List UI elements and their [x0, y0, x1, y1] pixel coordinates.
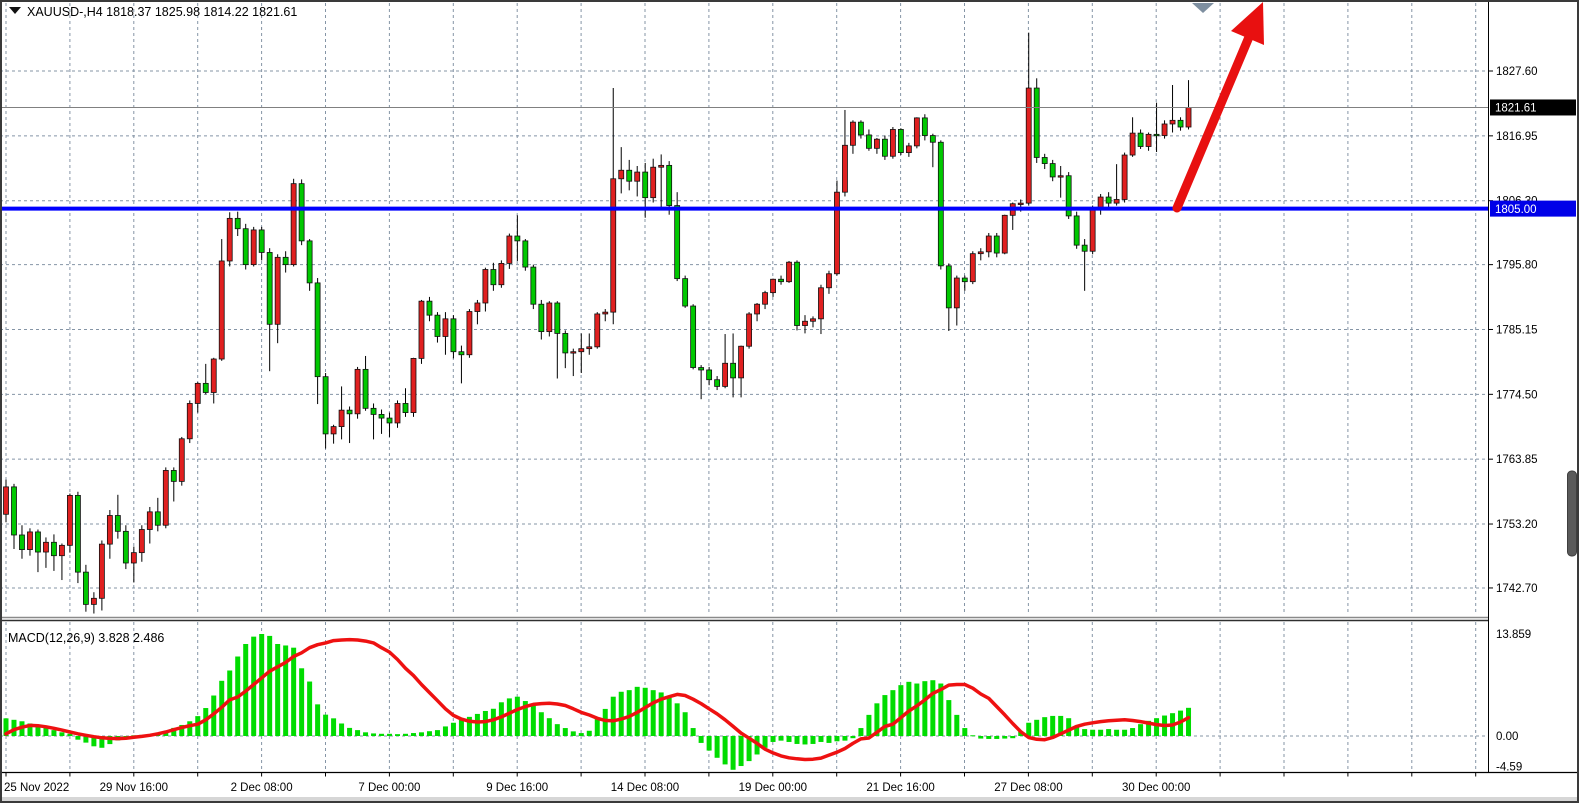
macd-tick-label: -4.59 — [1496, 762, 1522, 774]
time-axis-label: 7 Dec 00:00 — [358, 782, 420, 794]
price-tick-label: 1763.85 — [1496, 454, 1538, 466]
time-axis-label: 27 Dec 08:00 — [994, 782, 1062, 794]
scrollbar-thumb[interactable] — [1567, 470, 1577, 557]
price-tick-label: 1785.15 — [1496, 324, 1538, 336]
price-tick-label: 1816.95 — [1496, 131, 1538, 143]
candlestick-series — [3, 32, 1192, 614]
macd-indicator — [3, 633, 1192, 770]
symbol-ohlc-header: XAUUSD-,H4 1818.37 1825.98 1814.22 1821.… — [27, 5, 297, 19]
time-axis-label: 21 Dec 16:00 — [866, 782, 934, 794]
macd-tick-label: 13.859 — [1496, 629, 1531, 641]
time-axis-label: 29 Nov 16:00 — [100, 782, 168, 794]
price-tick-label: 1795.80 — [1496, 260, 1538, 272]
price-tick-label: 1774.50 — [1496, 389, 1538, 401]
macd-indicator-label: MACD(12,26,9) 3.828 2.486 — [8, 631, 164, 645]
pane-separators — [0, 616, 1488, 622]
time-axis-label: 2 Dec 08:00 — [231, 782, 293, 794]
price-lines — [0, 106, 1488, 211]
current-price-label: 1821.61 — [1495, 103, 1537, 115]
price-tick-label: 1742.70 — [1496, 583, 1538, 595]
price-tick-label: 1753.20 — [1496, 519, 1538, 531]
time-axis-label: 9 Dec 16:00 — [486, 782, 548, 794]
time-axis-label: 25 Nov 2022 — [4, 782, 69, 794]
macd-tick-label: 0.00 — [1496, 731, 1518, 743]
level-price-label[interactable]: 1805.00 — [1495, 204, 1537, 216]
chart-shift-marker-icon[interactable] — [1192, 3, 1214, 13]
time-axis-label: 30 Dec 00:00 — [1122, 782, 1190, 794]
price-tick-label: 1827.60 — [1496, 66, 1538, 78]
time-axis-label: 19 Dec 00:00 — [739, 782, 807, 794]
symbol-dropdown-icon[interactable] — [9, 7, 21, 14]
trend-arrow-icon[interactable] — [1172, 2, 1264, 213]
time-axis-label: 14 Dec 08:00 — [611, 782, 679, 794]
